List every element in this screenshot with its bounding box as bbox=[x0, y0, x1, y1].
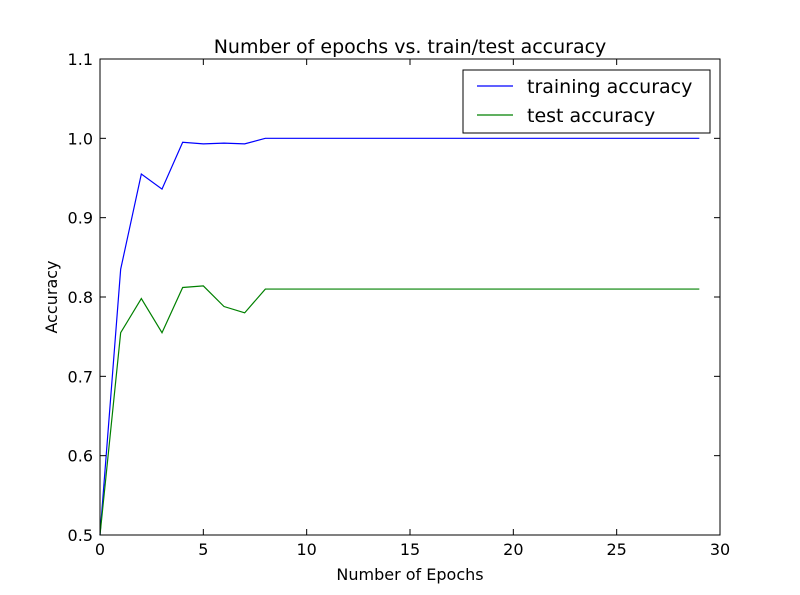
x-tick-label: 25 bbox=[606, 540, 626, 559]
series-line-test-accuracy bbox=[99, 285, 700, 536]
x-tick-label: 30 bbox=[710, 540, 730, 559]
x-tick-label: 10 bbox=[296, 540, 316, 559]
y-tick-label: 0.6 bbox=[68, 447, 93, 466]
y-tick-label: 0.9 bbox=[68, 209, 93, 228]
x-tick-label: 0 bbox=[95, 540, 105, 559]
legend: training accuracy test accuracy bbox=[462, 69, 711, 134]
series-line-training-accuracy bbox=[99, 137, 700, 536]
y-tick-label: 0.5 bbox=[68, 526, 93, 545]
x-axis: 0 5 10 15 20 25 30 bbox=[95, 59, 730, 559]
y-tick-label: 1.0 bbox=[68, 129, 93, 148]
x-tick-label: 5 bbox=[198, 540, 208, 559]
y-tick-label: 0.7 bbox=[68, 367, 93, 386]
legend-box bbox=[462, 69, 711, 134]
y-tick-label: 1.1 bbox=[68, 50, 93, 69]
y-axis-label: Accuracy bbox=[42, 260, 61, 333]
chart-title: Number of epochs vs. train/test accuracy bbox=[214, 36, 607, 58]
x-tick-label: 20 bbox=[503, 540, 523, 559]
legend-label-training-accuracy: training accuracy bbox=[527, 76, 692, 98]
x-axis-label: Number of Epochs bbox=[336, 565, 483, 584]
y-axis: 0.5 0.6 0.7 0.8 0.9 1.0 1.1 bbox=[68, 50, 720, 545]
x-tick-label: 15 bbox=[400, 540, 420, 559]
series-layer bbox=[99, 137, 700, 536]
legend-label-test-accuracy: test accuracy bbox=[527, 105, 655, 127]
y-tick-label: 0.8 bbox=[68, 288, 93, 307]
